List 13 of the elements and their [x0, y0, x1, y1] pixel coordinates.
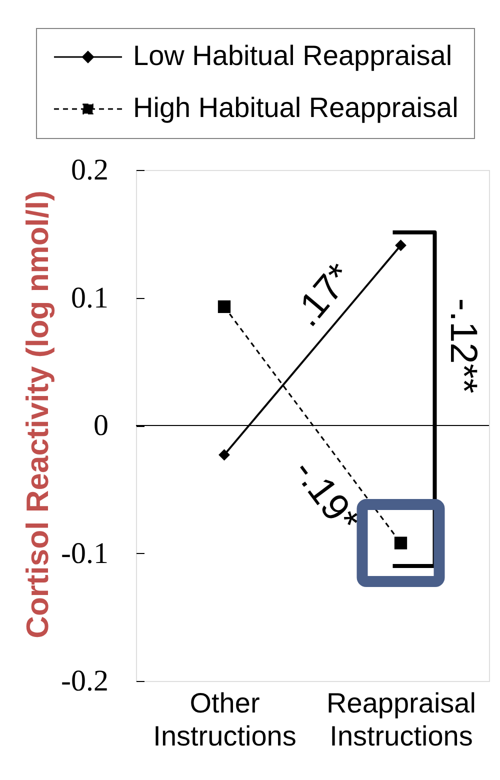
y-tick-label: -0.2	[61, 664, 108, 698]
y-tick-label: 0.2	[71, 154, 108, 186]
x-tick-label: Reappraisal Instructions	[326, 688, 476, 752]
y-axis-title: Cortisol Reactivity (log nmol/l)	[20, 190, 56, 638]
annotation: -.12**	[442, 298, 484, 394]
y-tick-label: 0.1	[71, 281, 108, 314]
annotation: .17*	[286, 256, 362, 335]
y-tick-label: -0.1	[61, 536, 108, 570]
x-tick-label: Other Instructions	[153, 688, 296, 752]
annotation: -.19*	[284, 451, 367, 541]
legend-label: High Habitual Reappraisal	[133, 92, 458, 123]
y-tick-label: 0	[94, 409, 108, 442]
legend-label: Low Habitual Reappraisal	[133, 40, 452, 71]
